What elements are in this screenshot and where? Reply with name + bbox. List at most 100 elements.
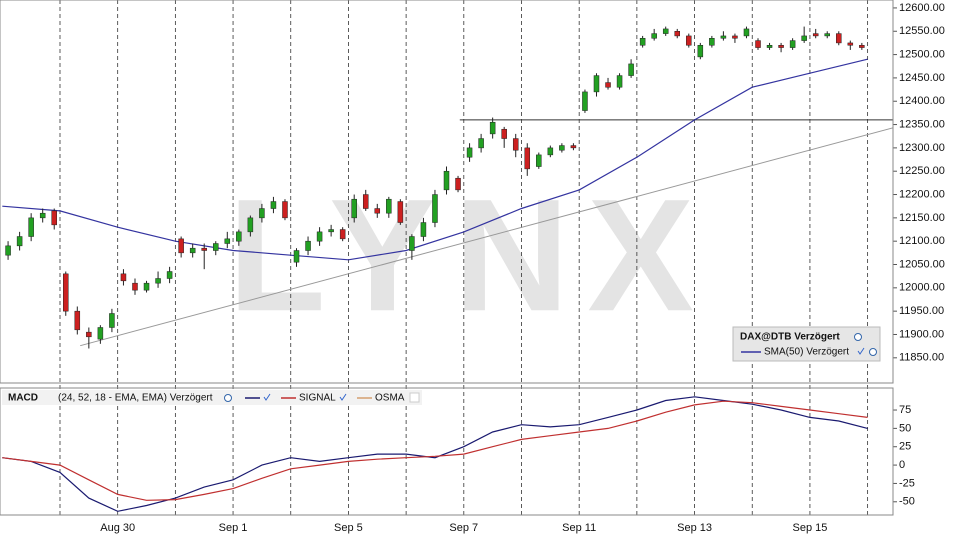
candle-body — [351, 198, 357, 219]
candle-body — [651, 33, 657, 39]
candle-body — [259, 208, 265, 219]
candle-body — [674, 31, 680, 37]
candle-body — [5, 245, 11, 256]
y-tick-label: 12000.00 — [899, 282, 945, 294]
y-tick-label: 11950.00 — [899, 305, 944, 317]
price-legend: DAX@DTB Verzögert SMA(50) Verzögert — [732, 326, 881, 362]
y-tick-label: 12450.00 — [899, 72, 945, 84]
indicator-title: MACD — [8, 393, 38, 404]
candle-body — [443, 170, 450, 191]
candle-body — [662, 28, 669, 34]
candle-body — [16, 236, 23, 247]
candle-body — [166, 271, 173, 279]
x-tick-label: Sep 1 — [219, 522, 248, 534]
candle-body — [120, 273, 127, 282]
y-tick-label: 12400.00 — [899, 95, 945, 107]
candle-body — [39, 212, 46, 219]
candle-body — [213, 243, 219, 251]
candle-body — [420, 222, 427, 237]
y-tick-label: 25 — [899, 441, 911, 453]
candle-body — [755, 40, 761, 48]
legend-check — [263, 393, 271, 401]
legend-icon — [854, 333, 862, 341]
legend-box — [732, 326, 881, 362]
candle-body — [178, 238, 184, 254]
candle-body — [236, 231, 242, 242]
candle-body — [766, 45, 773, 48]
candle-body — [501, 128, 507, 139]
legend-strip — [2, 390, 422, 405]
candle-body — [593, 75, 600, 93]
candle-body — [559, 145, 565, 151]
candle-body — [686, 35, 692, 46]
candle-body — [536, 154, 542, 167]
sma-line — [2, 58, 868, 261]
candle-body — [74, 310, 81, 331]
candle-body — [582, 91, 588, 111]
candle-body — [732, 35, 738, 39]
candle-body — [63, 273, 69, 312]
candle-body — [316, 231, 323, 242]
x-tick-label: Sep 11 — [562, 522, 596, 534]
y-tick-label: 50 — [899, 422, 911, 434]
legend-label: SIGNAL — [299, 393, 336, 404]
candle-body — [339, 229, 346, 240]
candle-body — [812, 33, 819, 37]
y-tick-label: -25 — [899, 477, 915, 489]
y-tick-label: 0 — [899, 459, 905, 471]
legend-icon — [869, 348, 877, 356]
legend-check — [339, 393, 347, 401]
y-tick-label: 12200.00 — [899, 188, 945, 200]
candle-body — [859, 45, 865, 48]
candle-body — [605, 82, 611, 88]
x-tick-label: Sep 15 — [792, 522, 827, 534]
price-panel-frame — [0, 0, 894, 384]
legend-icon — [224, 394, 232, 402]
indicator-line — [2, 400, 868, 501]
y-tick-label: 12250.00 — [899, 165, 945, 177]
candle-body — [86, 331, 92, 338]
y-tick-label: 12300.00 — [899, 142, 945, 154]
candle-body — [547, 147, 554, 156]
candle-body — [247, 217, 254, 233]
candle-body — [743, 28, 750, 37]
legend-check — [857, 347, 865, 355]
candle-body — [616, 75, 623, 88]
y-tick-label: 11850.00 — [899, 352, 944, 364]
x-tick-label: Sep 5 — [334, 522, 363, 534]
candle-body — [386, 198, 392, 214]
watermark: LYNX — [228, 165, 712, 344]
candle-body — [524, 147, 531, 170]
candle-body — [28, 217, 34, 237]
candle-body — [455, 177, 461, 191]
candle-body — [109, 313, 115, 328]
macd-legend: MACD (24, 52, 18 - EMA, EMA) Verzögert S… — [2, 390, 422, 405]
legend-icon — [409, 392, 420, 403]
trend-line — [80, 127, 894, 347]
candle-body — [801, 35, 807, 41]
candle-body — [305, 240, 311, 251]
candle-body — [224, 238, 231, 244]
candle-body — [512, 138, 519, 151]
candle-body — [847, 42, 854, 46]
y-tick-label: 75 — [899, 404, 911, 416]
y-tick-label: -50 — [899, 496, 915, 508]
candle-body — [836, 33, 842, 44]
candle-body — [51, 210, 57, 226]
candle-body — [466, 147, 473, 158]
plot: Aug 30 Sep 1 Sep 5 Sep 7 Sep 11 Sep 13 Sep 15 1… — [2, 0, 945, 534]
y-tick-label: 11900.00 — [899, 328, 944, 340]
candle-body — [155, 278, 161, 284]
candle-body — [201, 247, 207, 251]
y-tick-label: 12100.00 — [899, 235, 945, 247]
candle-body — [432, 194, 438, 223]
candle-body — [697, 45, 704, 58]
candle-body — [328, 229, 334, 233]
candle-body — [409, 236, 415, 251]
x-tick-label: Sep 7 — [449, 522, 478, 534]
candle-body — [478, 138, 484, 149]
indicator-line — [2, 396, 868, 512]
candle-body — [628, 63, 634, 76]
candle-body — [489, 121, 496, 135]
